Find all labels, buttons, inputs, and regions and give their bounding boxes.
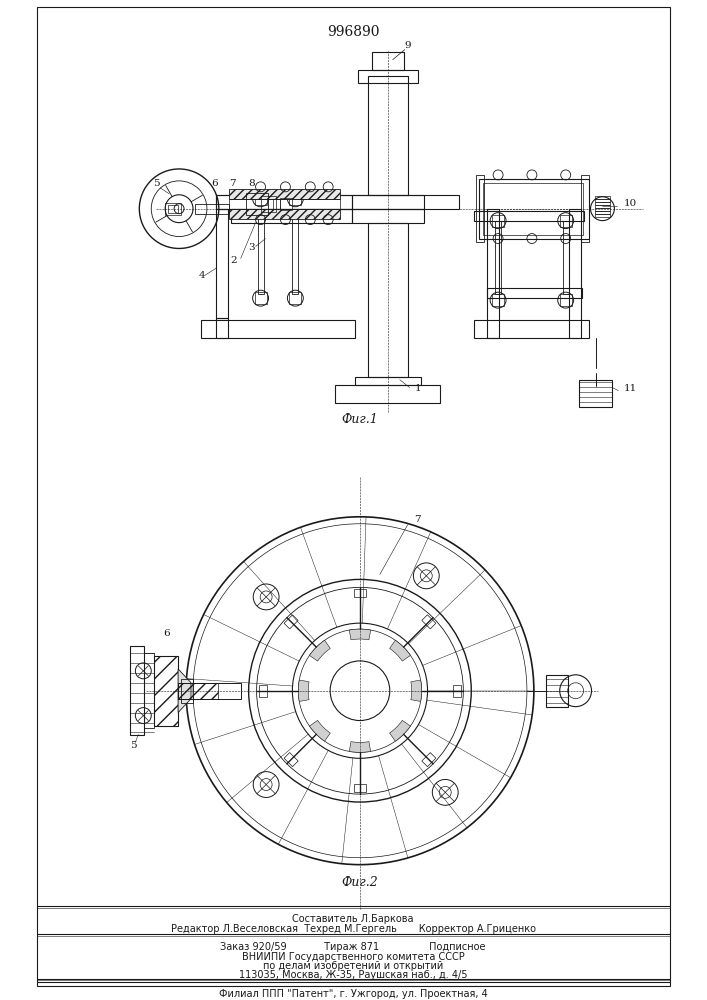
Wedge shape [390, 640, 411, 661]
Bar [255, 193, 267, 205]
Bar [272, 199, 281, 209]
Text: 5: 5 [130, 741, 137, 750]
Bar [195, 204, 229, 214]
Bar [168, 205, 178, 213]
Wedge shape [310, 640, 330, 661]
Text: 3: 3 [249, 243, 255, 252]
Bar [474, 320, 588, 338]
Bar [245, 193, 267, 215]
Bar [255, 292, 267, 304]
Bar [281, 198, 293, 210]
Bar [492, 294, 504, 306]
Bar [595, 205, 610, 208]
Bar [352, 209, 423, 223]
Bar [229, 189, 340, 199]
Bar [289, 193, 301, 205]
Bar [178, 683, 218, 699]
Bar [479, 179, 588, 239]
Bar [201, 320, 355, 338]
Bar [372, 52, 404, 70]
Bar [261, 196, 276, 212]
Wedge shape [349, 629, 370, 640]
Bar [216, 318, 228, 338]
Text: 6: 6 [163, 629, 170, 638]
Bar [595, 199, 610, 202]
Text: 1: 1 [414, 384, 421, 393]
Bar [181, 679, 193, 703]
Bar [289, 292, 301, 304]
Text: 7: 7 [414, 515, 421, 524]
Bar [293, 209, 298, 294]
Bar [368, 223, 408, 377]
Text: Фиг.2: Фиг.2 [341, 876, 378, 889]
Text: Заказ 920/59            Тираж 871                Подписное: Заказ 920/59 Тираж 871 Подписное [221, 942, 486, 952]
Bar [352, 195, 423, 209]
Bar [229, 209, 340, 219]
Bar [560, 294, 572, 306]
Text: 7: 7 [229, 179, 235, 188]
Bar [568, 209, 580, 338]
Bar [495, 221, 501, 294]
Text: 9: 9 [404, 41, 411, 50]
Bar [595, 196, 610, 199]
Bar [595, 214, 610, 217]
Wedge shape [349, 742, 370, 752]
Text: 6: 6 [211, 179, 218, 188]
Bar [563, 221, 568, 294]
Wedge shape [411, 680, 421, 701]
Bar [546, 675, 568, 707]
Bar [154, 656, 178, 726]
Text: 113035, Москва, Ж-35, Раушская наб., д. 4/5: 113035, Москва, Ж-35, Раушская наб., д. … [239, 970, 467, 980]
Text: по делам изобретений и открытий: по делам изобретений и открытий [263, 961, 443, 971]
Text: 11: 11 [624, 384, 636, 393]
Text: Составитель Л.Баркова: Составитель Л.Баркова [292, 914, 414, 924]
Text: 4: 4 [199, 271, 206, 280]
Text: 2: 2 [230, 256, 238, 265]
Text: Редактор Л.Веселовская  Техред М.Гергель       Корректор А.Гриценко: Редактор Л.Веселовская Техред М.Гергель … [170, 924, 535, 934]
Bar [560, 215, 572, 227]
Bar [154, 656, 178, 726]
Bar [483, 183, 583, 235]
Bar [487, 288, 582, 298]
Wedge shape [310, 720, 330, 741]
Bar [355, 377, 421, 385]
Bar [580, 175, 588, 242]
Bar [216, 195, 460, 209]
Bar [492, 215, 504, 227]
Bar [487, 209, 499, 338]
Bar [257, 209, 264, 294]
Text: Филиал ППП "Патент", г. Ужгород, ул. Проектная, 4: Филиал ППП "Патент", г. Ужгород, ул. Про… [218, 989, 487, 999]
Bar [229, 199, 340, 209]
Bar [477, 175, 484, 242]
Wedge shape [390, 720, 411, 741]
Text: ВНИИПИ Государственного комитета СССР: ВНИИПИ Государственного комитета СССР [242, 952, 464, 962]
Bar [595, 211, 610, 214]
Bar [358, 70, 418, 83]
Bar [578, 380, 612, 407]
Wedge shape [298, 680, 309, 701]
Bar [474, 211, 583, 221]
Text: 10: 10 [624, 199, 636, 208]
Bar [144, 653, 154, 728]
Bar [216, 195, 352, 209]
Polygon shape [178, 669, 191, 713]
Text: Фиг.1: Фиг.1 [341, 413, 378, 426]
Text: 8: 8 [249, 179, 255, 188]
Bar [216, 209, 228, 318]
Bar [595, 208, 610, 211]
Bar [335, 385, 440, 403]
Text: 996890: 996890 [327, 25, 379, 39]
Text: 5: 5 [153, 179, 160, 188]
Bar [178, 683, 240, 699]
Bar [230, 209, 352, 223]
Bar [165, 203, 181, 215]
Bar [595, 202, 610, 205]
Bar [130, 646, 144, 735]
Bar [368, 76, 408, 195]
